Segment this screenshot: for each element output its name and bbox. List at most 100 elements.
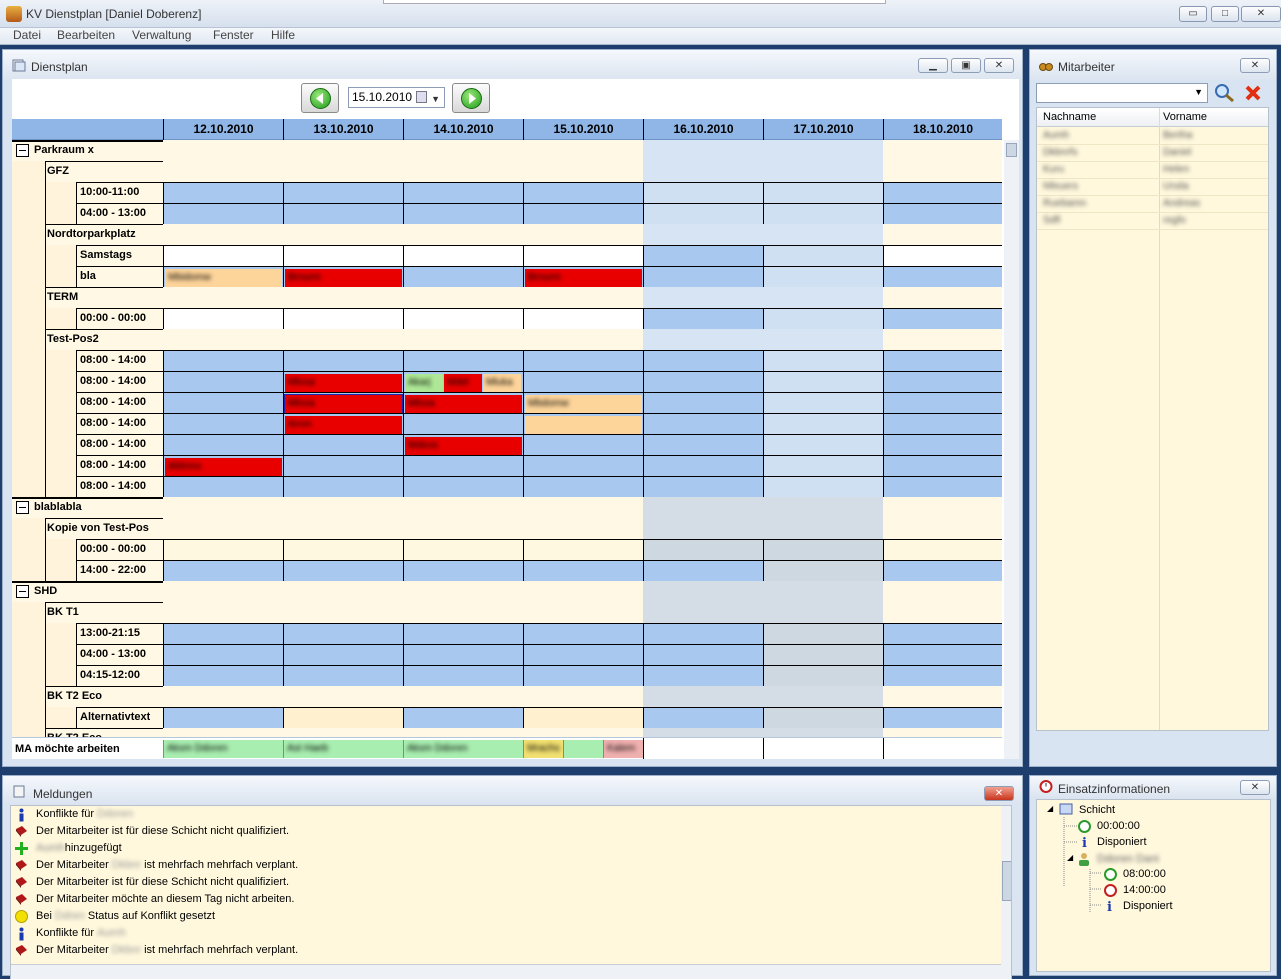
schedule-cell[interactable] <box>403 476 523 497</box>
schedule-cell[interactable]: Ablmns <box>163 455 283 476</box>
schedule-cell[interactable] <box>403 539 523 560</box>
schedule-cell[interactable] <box>283 476 403 497</box>
ma-wish-entry[interactable]: Aksm Ddoren <box>163 740 283 758</box>
schedule-cell[interactable]: Mlosa <box>283 371 403 392</box>
schedule-cell[interactable] <box>763 455 883 476</box>
col-nachname[interactable]: Nachname <box>1043 111 1097 123</box>
schedule-cell[interactable] <box>523 182 643 203</box>
ma-wish-entry[interactable]: Ast Haeb <box>283 740 403 758</box>
schedule-cell[interactable] <box>163 182 283 203</box>
schedule-cell[interactable]: Mdeos <box>403 434 523 455</box>
date-picker[interactable]: 15.10.2010 ▼ <box>348 87 445 108</box>
schedule-cell[interactable] <box>643 371 763 392</box>
schedule-cell[interactable] <box>283 539 403 560</box>
schedule-cell[interactable] <box>763 707 883 728</box>
schedule-cell[interactable] <box>883 623 1002 644</box>
collapse-toggle-icon[interactable] <box>16 501 29 514</box>
schedule-cell[interactable]: Akarj Mdel Mluka <box>403 371 523 392</box>
schedule-cell[interactable] <box>883 392 1002 413</box>
schedule-cell[interactable] <box>403 623 523 644</box>
schedule-cell[interactable]: Brnurm <box>523 266 643 287</box>
mitarbeiter-row[interactable]: Aumh Bertha <box>1037 128 1268 145</box>
schedule-cell[interactable] <box>523 539 643 560</box>
schedule-cell[interactable] <box>763 539 883 560</box>
schedule-cell[interactable] <box>283 707 403 728</box>
assignment-entry[interactable]: Brnurm <box>525 269 642 287</box>
schedule-cell[interactable] <box>523 371 643 392</box>
schedule-cell[interactable] <box>643 413 763 434</box>
schedule-cell[interactable] <box>883 266 1002 287</box>
schedule-cell[interactable] <box>523 560 643 581</box>
schicht-label[interactable]: Schicht <box>1079 804 1116 816</box>
schedule-cell[interactable] <box>763 644 883 665</box>
schedule-cell[interactable] <box>643 707 763 728</box>
schedule-cell[interactable] <box>643 182 763 203</box>
minimize-button[interactable]: ▭ <box>1179 6 1207 22</box>
schedule-cell[interactable] <box>283 455 403 476</box>
schedule-cell[interactable] <box>883 476 1002 497</box>
date-header[interactable]: 15.10.2010 <box>523 119 643 140</box>
schedule-cell[interactable] <box>283 560 403 581</box>
date-header[interactable]: 17.10.2010 <box>763 119 883 140</box>
schedule-cell[interactable] <box>763 434 883 455</box>
schedule-cell[interactable] <box>883 539 1002 560</box>
schedule-cell[interactable] <box>283 644 403 665</box>
schedule-cell[interactable] <box>403 203 523 224</box>
schedule-cell[interactable] <box>523 455 643 476</box>
mitarbeiter-row[interactable]: Sdfl regfo <box>1037 213 1268 230</box>
schedule-cell[interactable]: Arnm <box>283 413 403 434</box>
schedule-cell[interactable]: Brnurm <box>283 266 403 287</box>
schedule-cell[interactable] <box>643 350 763 371</box>
msg-vertical-scrollbar[interactable] <box>1001 806 1011 979</box>
schedule-cell[interactable] <box>163 350 283 371</box>
close-window-button[interactable]: ✕ <box>1241 6 1281 22</box>
menu-hilfe[interactable]: Hilfe <box>271 28 296 42</box>
ma-wish-entry[interactable]: Aksm Ddoren <box>403 740 523 758</box>
date-header[interactable]: 14.10.2010 <box>403 119 523 140</box>
schedule-cell[interactable] <box>283 665 403 686</box>
menu-bearbeiten[interactable]: Bearbeiten <box>57 28 116 42</box>
schedule-cell[interactable] <box>883 707 1002 728</box>
schedule-cell[interactable] <box>643 266 763 287</box>
schedule-cell[interactable] <box>283 434 403 455</box>
schedule-cell[interactable] <box>883 434 1002 455</box>
schedule-cell[interactable] <box>883 413 1002 434</box>
schedule-cell[interactable] <box>883 665 1002 686</box>
schedule-cell[interactable] <box>163 644 283 665</box>
person-name[interactable]: Ddoren Dani <box>1097 853 1159 865</box>
schedule-cell[interactable] <box>523 308 643 329</box>
date-header[interactable]: 12.10.2010 <box>163 119 283 140</box>
schedule-cell[interactable] <box>283 623 403 644</box>
schedule-cell[interactable] <box>283 308 403 329</box>
schedule-cell[interactable] <box>163 623 283 644</box>
schedule-cell[interactable] <box>523 434 643 455</box>
schedule-cell[interactable] <box>283 182 403 203</box>
assignment-entry[interactable]: Mbdomw <box>525 395 642 413</box>
col-vorname[interactable]: Vorname <box>1163 111 1208 123</box>
schedule-cell[interactable] <box>523 413 643 434</box>
ma-close-button[interactable]: ✕ <box>1240 58 1270 73</box>
mitarbeiter-search-combo[interactable]: ▼ <box>1036 83 1208 103</box>
schedule-cell[interactable] <box>523 644 643 665</box>
schedule-cell[interactable] <box>163 539 283 560</box>
schedule-cell[interactable] <box>163 308 283 329</box>
dp-restore-button[interactable]: ▣ <box>951 58 981 73</box>
search-icon[interactable] <box>1214 83 1236 103</box>
schedule-cell[interactable] <box>403 707 523 728</box>
schedule-cell[interactable] <box>643 623 763 644</box>
schedule-cell[interactable] <box>163 245 283 266</box>
schedule-cell[interactable] <box>763 623 883 644</box>
schedule-cell[interactable] <box>163 203 283 224</box>
next-date-button[interactable] <box>452 83 490 113</box>
schedule-cell[interactable] <box>163 392 283 413</box>
schedule-cell[interactable] <box>763 245 883 266</box>
date-header[interactable]: 18.10.2010 <box>883 119 1002 140</box>
date-header[interactable]: 16.10.2010 <box>643 119 763 140</box>
assignment-entry[interactable]: Mlosa <box>284 394 403 413</box>
collapse-toggle-icon[interactable] <box>16 144 29 157</box>
schedule-cell[interactable] <box>163 371 283 392</box>
schedule-cell[interactable] <box>403 308 523 329</box>
schedule-cell[interactable] <box>523 665 643 686</box>
meldungen-close-button[interactable]: ✕ <box>984 786 1014 801</box>
menu-verwaltung[interactable]: Verwaltung <box>132 28 192 42</box>
